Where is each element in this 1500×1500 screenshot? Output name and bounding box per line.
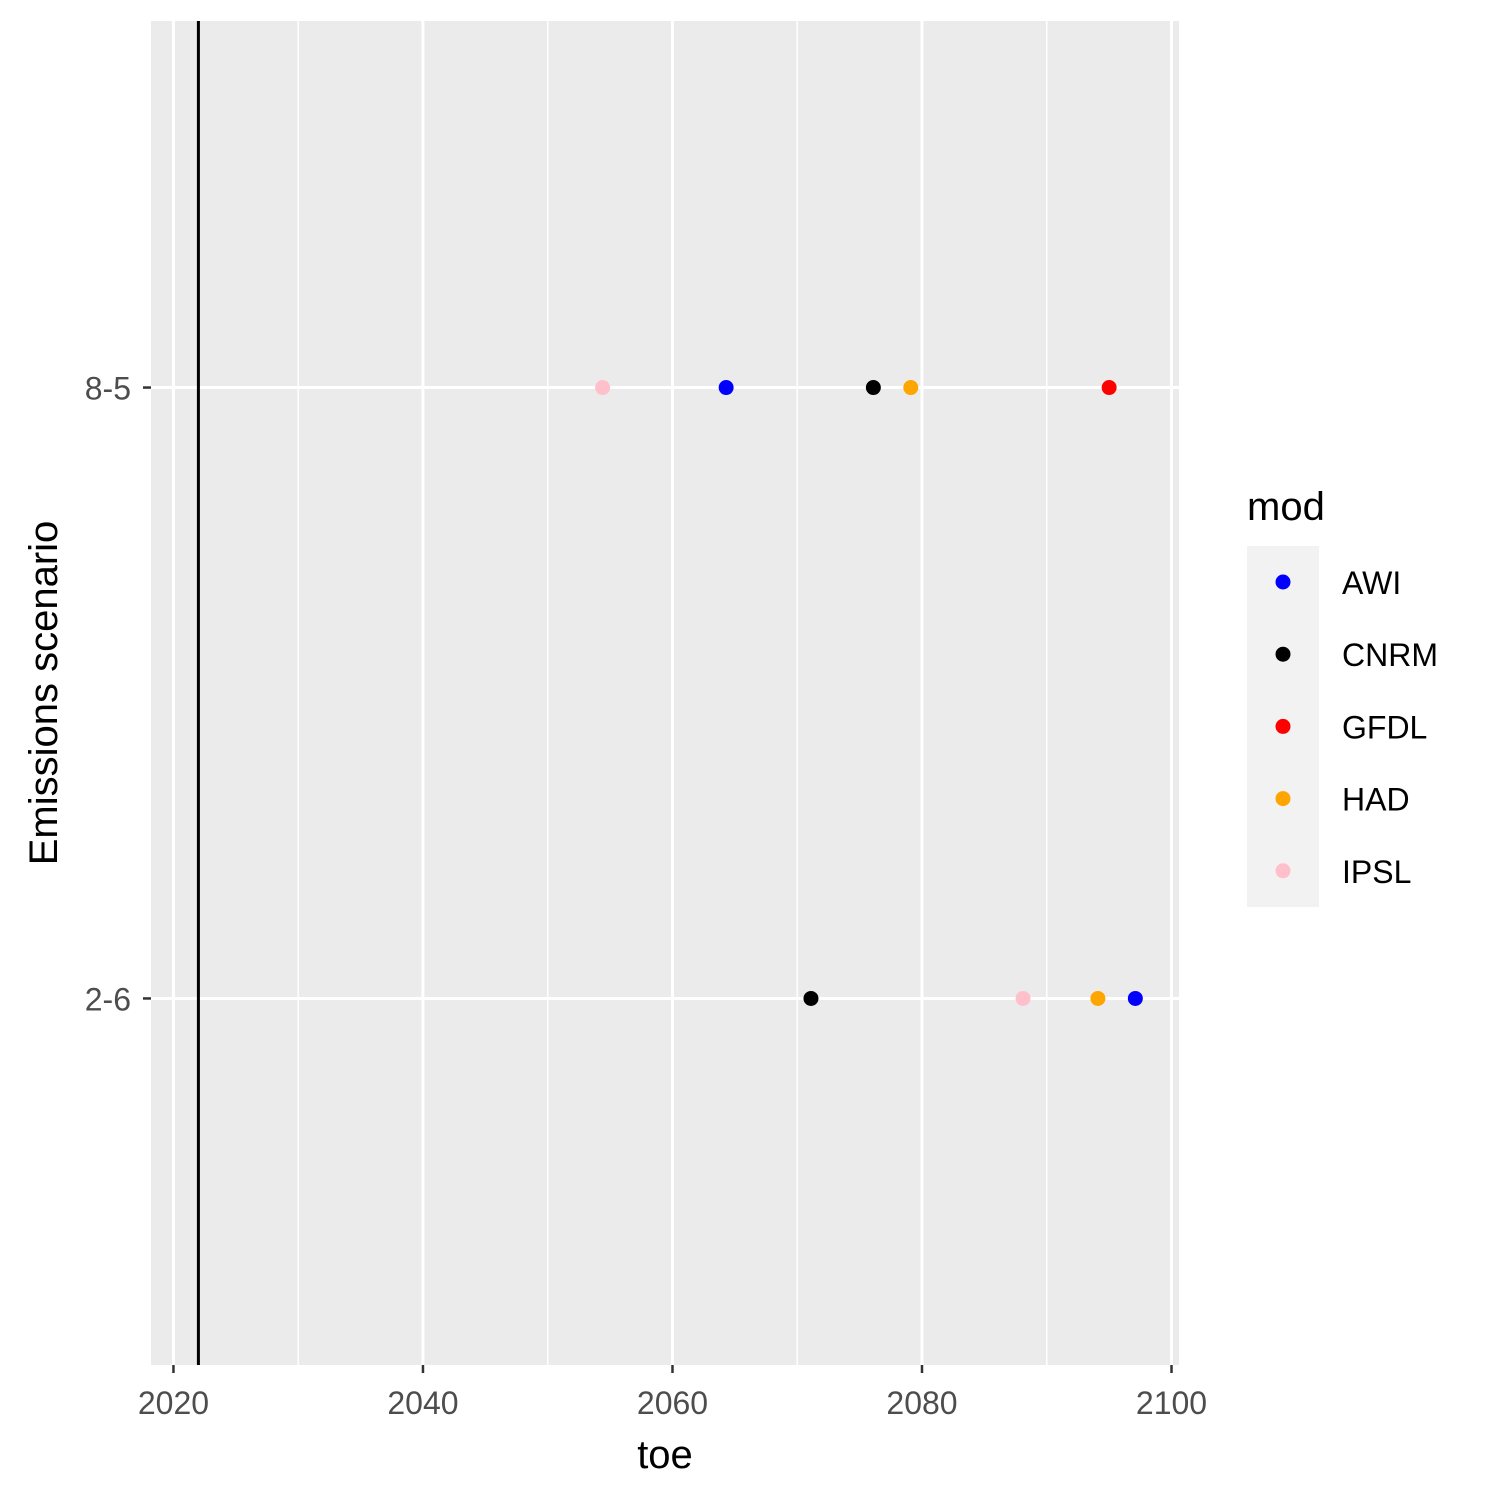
legend-key-gfdl <box>1275 718 1291 734</box>
data-point-ipsl <box>595 380 611 396</box>
data-point-ipsl <box>1015 990 1031 1006</box>
y-axis-title: Emissions scenario <box>22 521 66 866</box>
data-point-gfdl <box>1101 380 1117 396</box>
x-axis-title: toe <box>637 1433 693 1477</box>
data-point-cnrm <box>803 990 819 1006</box>
legend-key-awi <box>1275 574 1291 590</box>
legend-label: IPSL <box>1342 854 1411 890</box>
plot-panel <box>151 21 1179 1365</box>
legend-key-had <box>1275 791 1291 807</box>
x-axis: 2020 2040 2060 2080 2100 <box>138 1365 1207 1421</box>
legend-label: GFDL <box>1342 709 1427 745</box>
data-point-had <box>903 380 919 396</box>
minor-gridlines <box>297 21 1048 1365</box>
data-point-had <box>1090 990 1106 1006</box>
data-points <box>595 380 1143 1006</box>
data-point-cnrm <box>865 380 881 396</box>
y-tick-label: 2-6 <box>85 981 131 1017</box>
data-point-awi <box>1127 990 1143 1006</box>
x-tick-label: 2040 <box>387 1385 458 1421</box>
legend-title: mod <box>1247 485 1325 529</box>
x-tick-label: 2060 <box>637 1385 708 1421</box>
legend-label: CNRM <box>1342 637 1438 673</box>
legend-items: AWI CNRM GFDL HAD IPSL <box>1275 565 1438 890</box>
major-gridlines <box>151 21 1179 1365</box>
data-point-awi <box>718 380 734 396</box>
legend: mod AWI CNRM GFDL HAD IPSL <box>1247 485 1438 907</box>
x-tick-label: 2020 <box>138 1385 209 1421</box>
legend-label: HAD <box>1342 782 1410 818</box>
legend-key-cnrm <box>1275 646 1291 662</box>
y-tick-label: 8-5 <box>85 371 131 407</box>
legend-label: AWI <box>1342 565 1401 601</box>
x-tick-label: 2080 <box>886 1385 957 1421</box>
x-tick-label: 2100 <box>1136 1385 1207 1421</box>
y-axis: 2-6 8-5 <box>85 371 151 1017</box>
legend-key-ipsl <box>1275 863 1291 879</box>
